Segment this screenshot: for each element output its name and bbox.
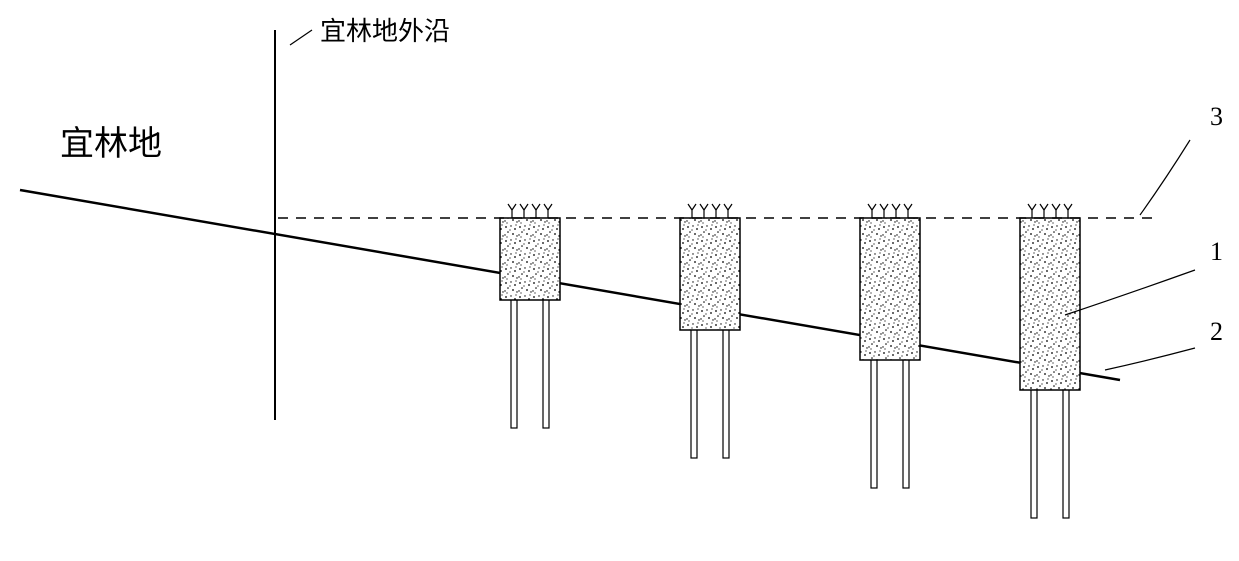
column-3 [860,204,920,488]
sprout-leaf [548,204,552,210]
column-leg [543,298,549,428]
callout-curve-3 [1140,140,1190,215]
sprout-leaf [536,204,540,210]
sprout-leaf [716,204,720,210]
sprout-leaf [692,204,696,210]
sprout-leaf [868,204,872,210]
sprout-leaf [1032,204,1036,210]
sprout-leaf [896,204,900,210]
column-leg [903,358,909,488]
callout-curve-2 [1105,348,1195,370]
sprout-leaf [688,204,692,210]
sprout-leaf [872,204,876,210]
sprout-leaf [700,204,704,210]
sprout-leaf [512,204,516,210]
sprout-leaf [712,204,716,210]
sprout-leaf [1068,204,1072,210]
sprout-leaf [728,204,732,210]
forest-edge-tick [290,30,312,45]
sprout-leaf [1040,204,1044,210]
sprout-leaf [1056,204,1060,210]
callout-label-2: 2 [1210,317,1223,346]
sprout-leaf [508,204,512,210]
diagram-canvas: 宜林地 宜林地外沿 3 1 2 [0,0,1239,561]
sprout-leaf [520,204,524,210]
forest-edge-label: 宜林地外沿 [320,17,450,46]
sprout-leaf [1044,204,1048,210]
column-leg [691,328,697,458]
sprout-leaf [1052,204,1056,210]
sprout-leaf [724,204,728,210]
callout-curve-1 [1065,270,1195,315]
column-1 [500,204,560,428]
sprout-leaf [880,204,884,210]
forest-land-label: 宜林地 [60,125,162,163]
sprout-leaf [904,204,908,210]
callout-label-1: 1 [1210,237,1223,266]
column-body [860,218,920,360]
sprout-leaf [1028,204,1032,210]
column-body [680,218,740,330]
callout-label-3: 3 [1210,102,1223,131]
column-body [1020,218,1080,390]
sprout-leaf [892,204,896,210]
column-body [500,218,560,300]
column-4 [1020,204,1080,518]
column-leg [1031,388,1037,518]
sprout-leaf [532,204,536,210]
sprout-leaf [704,204,708,210]
sprout-leaf [524,204,528,210]
column-leg [1063,388,1069,518]
column-leg [723,328,729,458]
sprout-leaf [884,204,888,210]
column-leg [871,358,877,488]
column-leg [511,298,517,428]
sprout-leaf [544,204,548,210]
column-2 [680,204,740,458]
sprout-leaf [908,204,912,210]
sprout-leaf [1064,204,1068,210]
